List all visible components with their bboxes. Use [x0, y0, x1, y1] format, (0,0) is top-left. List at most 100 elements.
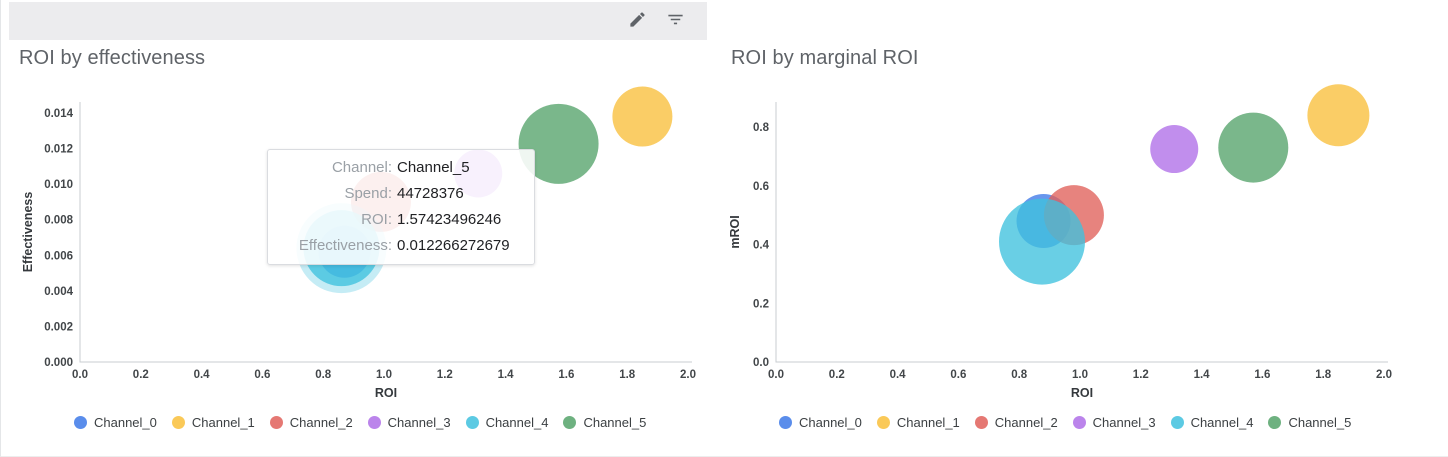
- legend-dot-icon: [171, 416, 185, 429]
- y-tick-label: 0.6: [753, 181, 769, 193]
- legend-dot-icon: [269, 416, 283, 429]
- y-tick-label: 0.010: [44, 179, 73, 191]
- legend-item-Channel_0: Channel_0: [74, 415, 157, 430]
- y-tick-label: 0.006: [44, 250, 73, 262]
- legend-item-Channel_0: Channel_0: [779, 415, 862, 430]
- legend-item-Channel_3: Channel_3: [1072, 415, 1156, 430]
- legend-dot-icon: [974, 416, 988, 429]
- legend-label: Channel_0: [94, 415, 157, 430]
- legend-item-Channel_5: Channel_5: [563, 415, 646, 430]
- tooltip-row: Effectiveness: 0.012266272679: [268, 233, 524, 259]
- tooltip-row: Channel: Channel_5: [268, 155, 524, 181]
- legend-dot-icon: [876, 416, 890, 429]
- tooltip-label: Spend:: [344, 185, 392, 202]
- y-tick-label: 0.002: [44, 321, 73, 333]
- legend-label: Channel_4: [485, 415, 549, 430]
- x-tick-label: 1.4: [498, 369, 515, 381]
- chart-title-roi-by-marginal-roi: ROI by marginal ROI: [731, 47, 919, 69]
- legend-dot-icon: [1170, 416, 1184, 429]
- legend-label: Channel_0: [799, 415, 862, 430]
- legend-label: Channel_5: [1288, 415, 1352, 430]
- bubble-Channel_1[interactable]: [1307, 84, 1370, 147]
- legend-label: Channel_4: [1190, 415, 1254, 430]
- legend-dot-icon: [465, 416, 479, 429]
- bubble-Channel_5[interactable]: [518, 103, 599, 184]
- x-tick-label: 0.8: [315, 369, 332, 381]
- chart-title-roi-by-effectiveness: ROI by effectiveness: [19, 47, 206, 69]
- edit-button[interactable]: [623, 7, 651, 35]
- x-tick-label: 0.0: [768, 369, 784, 381]
- legend-item-Channel_1: Channel_1: [171, 415, 255, 430]
- legend-item-Channel_3: Channel_3: [367, 415, 451, 430]
- x-tick-label: 0.2: [829, 369, 845, 381]
- x-tick-label: 1.6: [1254, 369, 1270, 381]
- x-tick-label: 0.2: [133, 369, 149, 381]
- legend-item-Channel_5: Channel_5: [1268, 415, 1351, 430]
- x-tick-label: 2.0: [1376, 369, 1392, 381]
- tooltip-value: 0.012266272679: [397, 237, 510, 254]
- legend-dot-icon: [74, 416, 87, 429]
- x-tick-label: 0.4: [194, 369, 211, 381]
- legend-label: Channel_2: [289, 415, 353, 430]
- y-tick-label: 0.8: [753, 122, 770, 134]
- x-tick-label: 1.4: [1194, 369, 1211, 381]
- legend-item-Channel_4: Channel_4: [1170, 415, 1254, 430]
- legend-item-Channel_4: Channel_4: [465, 415, 549, 430]
- tooltip-label: Effectiveness:: [298, 237, 392, 254]
- y-tick-label: 0.2: [753, 298, 769, 310]
- y-tick-label: 0.0: [753, 357, 769, 369]
- x-tick-label: 1.8: [1315, 369, 1332, 381]
- tooltip-row: Spend: 44728376: [268, 181, 524, 207]
- tooltip-value: 44728376: [397, 185, 464, 202]
- x-tick-label: 1.2: [437, 369, 453, 381]
- bubble-Channel_1[interactable]: [612, 86, 673, 147]
- x-tick-label: 0.4: [890, 369, 907, 381]
- legend-label: Channel_1: [896, 415, 960, 430]
- chart-tooltip: Channel: Channel_5 Spend: 44728376 ROI: 1.574…: [267, 149, 535, 265]
- tooltip-value: Channel_5: [397, 159, 470, 176]
- legend-left-chart: Channel_0 Channel_1 Channel_2 Channel_3 Chan…: [74, 415, 646, 430]
- x-tick-label: 1.2: [1133, 369, 1149, 381]
- legend-dot-icon: [1072, 416, 1086, 429]
- legend-dot-icon: [563, 416, 577, 429]
- edit-pencil-icon: [628, 10, 647, 32]
- bubble-Channel_5[interactable]: [1218, 112, 1289, 183]
- legend-right-chart: Channel_0 Channel_1 Channel_2 Channel_3 Chan…: [779, 415, 1351, 430]
- y-axis-title: mROI: [728, 215, 742, 248]
- x-axis-title: ROI: [1071, 386, 1093, 400]
- y-tick-label: 0.014: [44, 108, 73, 120]
- legend-dot-icon: [1268, 416, 1282, 429]
- legend-label: Channel_2: [994, 415, 1058, 430]
- chart-toolbar: [9, 2, 707, 40]
- y-axis-title: Effectiveness: [21, 192, 35, 273]
- x-tick-label: 0.8: [1011, 369, 1028, 381]
- x-tick-label: 0.6: [254, 369, 270, 381]
- chart-1: 0.0 0.2 0.4 0.6 0.8 1.0 1.2 1.4 1.6 1.8 2.0 0.0 0.2 0…: [728, 84, 1392, 400]
- bubble-Channel_3[interactable]: [1150, 125, 1199, 174]
- legend-item-Channel_1: Channel_1: [876, 415, 960, 430]
- y-tick-label: 0.000: [44, 357, 73, 369]
- x-tick-label: 1.6: [558, 369, 574, 381]
- legend-item-Channel_2: Channel_2: [974, 415, 1058, 430]
- legend-label: Channel_1: [191, 415, 255, 430]
- x-tick-label: 0.0: [72, 369, 88, 381]
- bubble-Channel_4[interactable]: [999, 198, 1085, 285]
- filter-button[interactable]: [661, 7, 689, 35]
- x-tick-label: 1.0: [376, 369, 392, 381]
- legend-dot-icon: [779, 416, 792, 429]
- axis-lines: [79, 102, 692, 363]
- tooltip-value: 1.57423496246: [397, 211, 502, 228]
- tooltip-label: Channel:: [331, 159, 392, 176]
- y-tick-label: 0.4: [753, 240, 770, 252]
- axis-lines: [775, 102, 1388, 363]
- y-tick-label: 0.012: [44, 144, 73, 156]
- x-tick-label: 1.8: [619, 369, 636, 381]
- legend-dot-icon: [367, 416, 381, 429]
- y-tick-label: 0.008: [44, 215, 73, 227]
- tooltip-label: ROI:: [361, 211, 392, 228]
- legend-label: Channel_3: [387, 415, 451, 430]
- legend-item-Channel_2: Channel_2: [269, 415, 353, 430]
- legend-label: Channel_3: [1092, 415, 1156, 430]
- tooltip-row: ROI: 1.57423496246: [268, 207, 524, 233]
